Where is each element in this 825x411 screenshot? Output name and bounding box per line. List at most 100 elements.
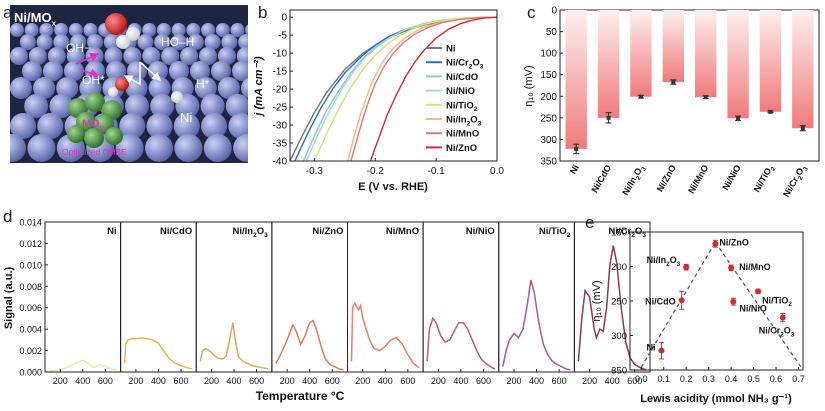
ni-atom: [54, 23, 69, 37]
category-label-ni-cr-o: Ni/Cr2O3: [781, 163, 810, 201]
bar-ni-tio: [759, 10, 782, 112]
ni-atom: [211, 61, 231, 81]
bar-value-marker: [671, 80, 676, 85]
x-tick-label: 0.0: [490, 166, 504, 177]
ni-atom: [137, 34, 154, 50]
point-label-ni-in-o: Ni/In2O3: [647, 255, 681, 268]
category-label-ni-mno: Ni/MnO: [686, 163, 710, 195]
ni-atom: [43, 61, 63, 81]
bar-value-marker: [638, 94, 643, 99]
ni-atom: [104, 47, 123, 65]
ni-atom: [200, 94, 225, 118]
ni-atom: [87, 34, 103, 50]
bar-value-marker: [768, 109, 773, 114]
y-tick-label: 250: [540, 113, 557, 124]
panel-d-xlabel: Temperature °C: [256, 389, 345, 403]
x-tick-label: 0.2: [680, 374, 693, 384]
tpd-curve-ni-in-o: [199, 322, 269, 370]
point-label-ni-cdo: Ni/CdO: [645, 296, 676, 306]
ni-atom: [125, 94, 149, 118]
bar-value-marker: [574, 146, 579, 151]
y-tick-label: 200: [540, 92, 557, 103]
category-label-ni-zno: Ni/ZnO: [655, 163, 678, 194]
legend-label-ni-nio: Ni/NiO: [446, 86, 475, 97]
panel-d-ylabel: Signal (a.u.): [3, 266, 15, 329]
ni-atom: [36, 34, 53, 50]
x-tick-label: 400: [529, 376, 544, 386]
ni-atom: [56, 77, 79, 99]
ni-atom: [24, 23, 39, 37]
legend-label-ni-tio: Ni/TiO2: [446, 100, 478, 113]
ni-atom: [199, 47, 217, 65]
ni-atom: [64, 61, 84, 81]
point-ni-cr-o: [779, 314, 786, 321]
ni-atom: [221, 34, 238, 50]
ni-atom: [236, 47, 248, 65]
label-optimized-ohbe: Optimized OHBE: [62, 147, 127, 157]
ni-atom: [186, 23, 201, 37]
x-tick-label: -0.2: [367, 166, 385, 177]
x-tick-label: 600: [325, 376, 340, 386]
tpd-label-ni: Ni: [107, 226, 117, 237]
y-tick-label: -35: [273, 139, 288, 150]
x-tick-label: 200: [507, 376, 522, 386]
series-line-ni-mno: [350, 16, 497, 161]
ni-atom: [150, 94, 175, 118]
ni-atom: [180, 47, 199, 65]
ni-atom: [233, 134, 248, 162]
arrow-to-h: [139, 61, 162, 82]
ni-atom: [142, 23, 157, 37]
x-tick-label: 200: [204, 376, 219, 386]
y-tick-label: 0.006: [19, 303, 42, 313]
category-label-ni: Ni: [568, 163, 581, 176]
category-label-ni-tio: Ni/TiO2: [752, 163, 778, 196]
label-oh-minus: OH−: [66, 41, 91, 55]
y-tick-label: 0.012: [19, 239, 42, 249]
point-label-ni-cr-o: Ni/Cr2O3: [759, 326, 795, 339]
panel-c-bars: Ni Ni/CdO Ni/In2O3 Ni/ZnO Ni/MnO Ni/NiO Ni/TiO…: [565, 10, 814, 201]
bar-value-marker: [703, 95, 708, 100]
ni-atom: [19, 34, 36, 50]
ni-atom: [238, 34, 248, 50]
ni-atom: [39, 23, 54, 37]
ni-atom: [83, 23, 98, 37]
x-tick-label: 200: [128, 376, 143, 386]
category-label-ni-in-o: Ni/In2O3: [620, 163, 648, 199]
bar-ni: [565, 10, 587, 149]
h-adsorbate: [171, 91, 183, 103]
point-ni-cdo: [678, 297, 685, 304]
y-tick-label: 350: [611, 366, 627, 377]
ni-atom: [10, 77, 32, 99]
x-tick-label: 200: [431, 376, 446, 386]
tpd-curve-ni: [48, 359, 117, 372]
ni-atom: [37, 113, 64, 139]
ni-atom: [66, 47, 85, 65]
ni-atom: [148, 77, 171, 99]
panel-a-illustration: MOx Ni/MOx OH− HO–H OH* H* Ni Optimized …: [10, 5, 248, 163]
y-tick-label: 150: [540, 70, 557, 81]
mox-label: MOx: [82, 118, 104, 132]
bar-ni-cdo: [597, 10, 620, 118]
tpd-panel-ni-zno: Ni/ZnO 200 400 600: [271, 221, 348, 386]
tpd-frame: [422, 221, 500, 373]
category-label-ni-nio: Ni/NiO: [720, 163, 742, 192]
x-tick-label: 200: [53, 376, 68, 386]
bar-ni-zno: [662, 10, 684, 83]
y-tick-label: -20: [273, 85, 288, 96]
series-line-ni-tio: [313, 16, 497, 161]
tpd-label-ni-zno: Ni/ZnO: [312, 226, 343, 237]
tpd-label-ni-cdo: Ni/CdO: [160, 226, 192, 237]
y-tick-label: -5: [278, 31, 287, 42]
tpd-panel-ni-mno: Ni/MnO 200 400 600: [347, 221, 424, 386]
panel-letter-a: a: [3, 3, 13, 22]
ni-atom: [53, 34, 70, 50]
ni-atom: [171, 34, 187, 50]
panel-e-ylabel: η₁₀ (mV): [591, 280, 603, 321]
y-tick-label: 150: [611, 228, 627, 239]
ni-atom: [157, 23, 171, 37]
ni-atom: [228, 113, 248, 139]
water-molecule: [105, 13, 140, 49]
y-tick-label: 0: [281, 13, 287, 24]
tpd-panel-ni-in-o: Ni/In2O3 200 400 600: [195, 221, 273, 386]
ni-atom: [10, 113, 36, 139]
